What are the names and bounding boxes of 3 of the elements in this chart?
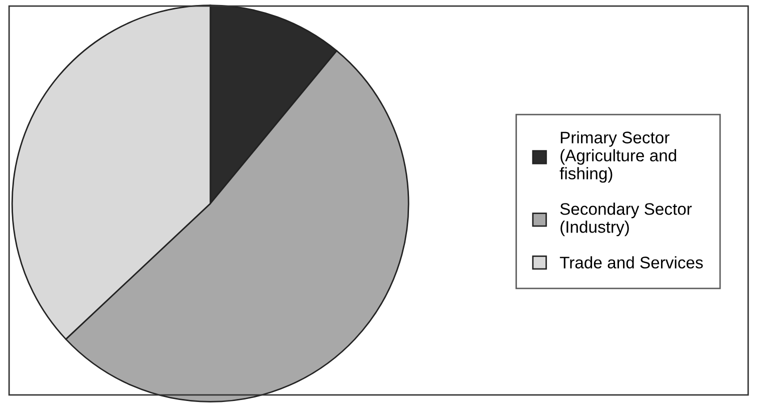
legend-label: Primary Sector (Agriculture and fishing) [560,131,676,183]
legend-label: Secondary Sector (Industry) [560,202,692,236]
legend-label: Trade and Services [560,256,703,268]
